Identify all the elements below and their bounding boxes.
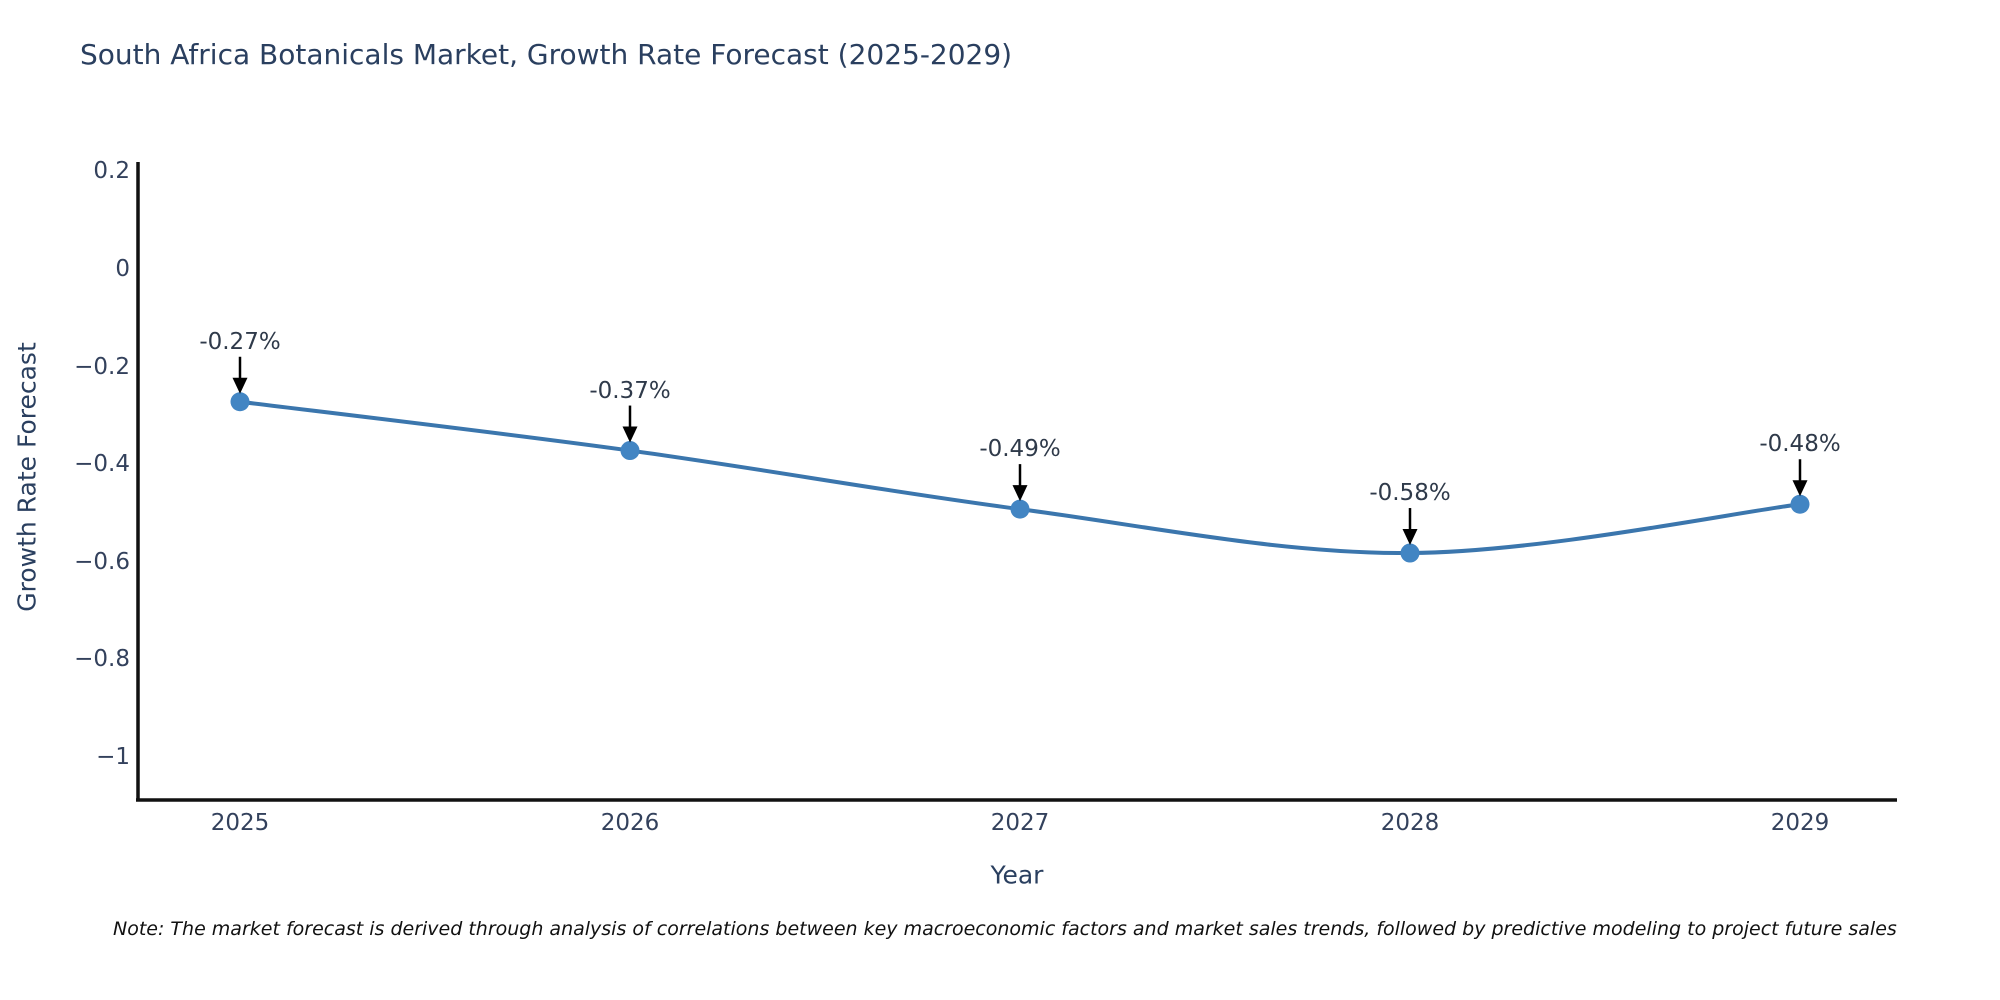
chart-title: South Africa Botanicals Market, Growth R…	[80, 38, 1013, 71]
data-point-marker	[1010, 499, 1030, 519]
y-tick-label: −0.6	[74, 548, 130, 575]
point-annotation: -0.37%	[589, 377, 671, 404]
y-tick-label: −0.4	[74, 451, 130, 478]
x-tick-label: 2027	[990, 810, 1050, 836]
data-point-marker	[620, 441, 640, 461]
data-point-marker	[1400, 543, 1420, 563]
point-annotation: -0.58%	[1369, 480, 1451, 507]
y-tick-label: 0.2	[93, 158, 130, 185]
x-tick-label: 2026	[600, 810, 660, 836]
footnote: Note: The market forecast is derived thr…	[113, 918, 1897, 940]
y-tick-label: 0	[115, 256, 130, 282]
y-tick-label: −0.8	[74, 646, 130, 673]
annotation-arrow-head	[1012, 485, 1028, 502]
point-annotation: -0.49%	[979, 436, 1061, 463]
data-point-marker	[230, 392, 250, 412]
x-tick-label: 2029	[1770, 810, 1830, 836]
annotation-arrow-head	[232, 377, 248, 394]
annotation-arrow-head	[1402, 529, 1418, 546]
x-axis-title: Year	[990, 860, 1044, 890]
x-tick-label: 2025	[210, 810, 270, 836]
point-annotation: -0.27%	[199, 328, 281, 355]
x-tick-label: 2028	[1380, 810, 1440, 836]
y-tick-label: −0.2	[74, 353, 130, 380]
annotation-arrow-head	[1792, 480, 1808, 497]
point-annotation: -0.48%	[1759, 431, 1841, 458]
data-point-marker	[1790, 494, 1810, 514]
annotation-arrow-head	[622, 426, 638, 443]
y-tick-label: −1	[96, 744, 130, 770]
